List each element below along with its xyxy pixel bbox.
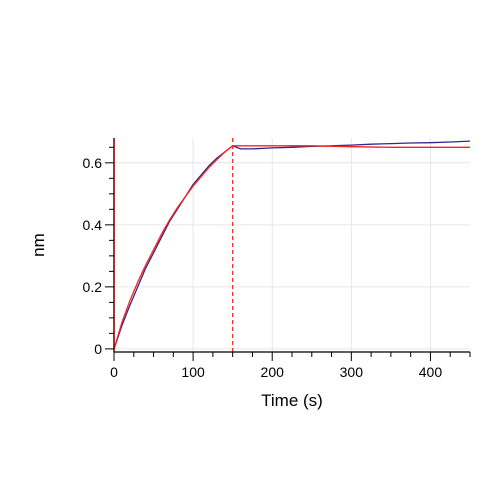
x-tick-label: 100 [181, 364, 205, 380]
x-axis-title: Time (s) [261, 391, 323, 410]
series-layer [113, 138, 471, 352]
axes [105, 138, 471, 361]
x-tick-label: 300 [340, 364, 364, 380]
fit-series-line [113, 145, 470, 350]
tick-labels: 0 100 200 300 400 0 0.2 0.4 0.6 [83, 155, 443, 380]
x-tick-label: 200 [261, 364, 285, 380]
y-tick-label: 0.6 [83, 155, 103, 171]
y-tick-label: 0 [94, 341, 102, 357]
y-tick-label: 0.4 [83, 217, 103, 233]
y-tick-label: 0.2 [83, 279, 103, 295]
x-tick-label: 400 [419, 364, 443, 380]
x-tick-label: 0 [110, 364, 118, 380]
grid [114, 138, 470, 352]
measured-series-line [113, 140, 471, 350]
y-axis-title: nm [29, 233, 48, 257]
